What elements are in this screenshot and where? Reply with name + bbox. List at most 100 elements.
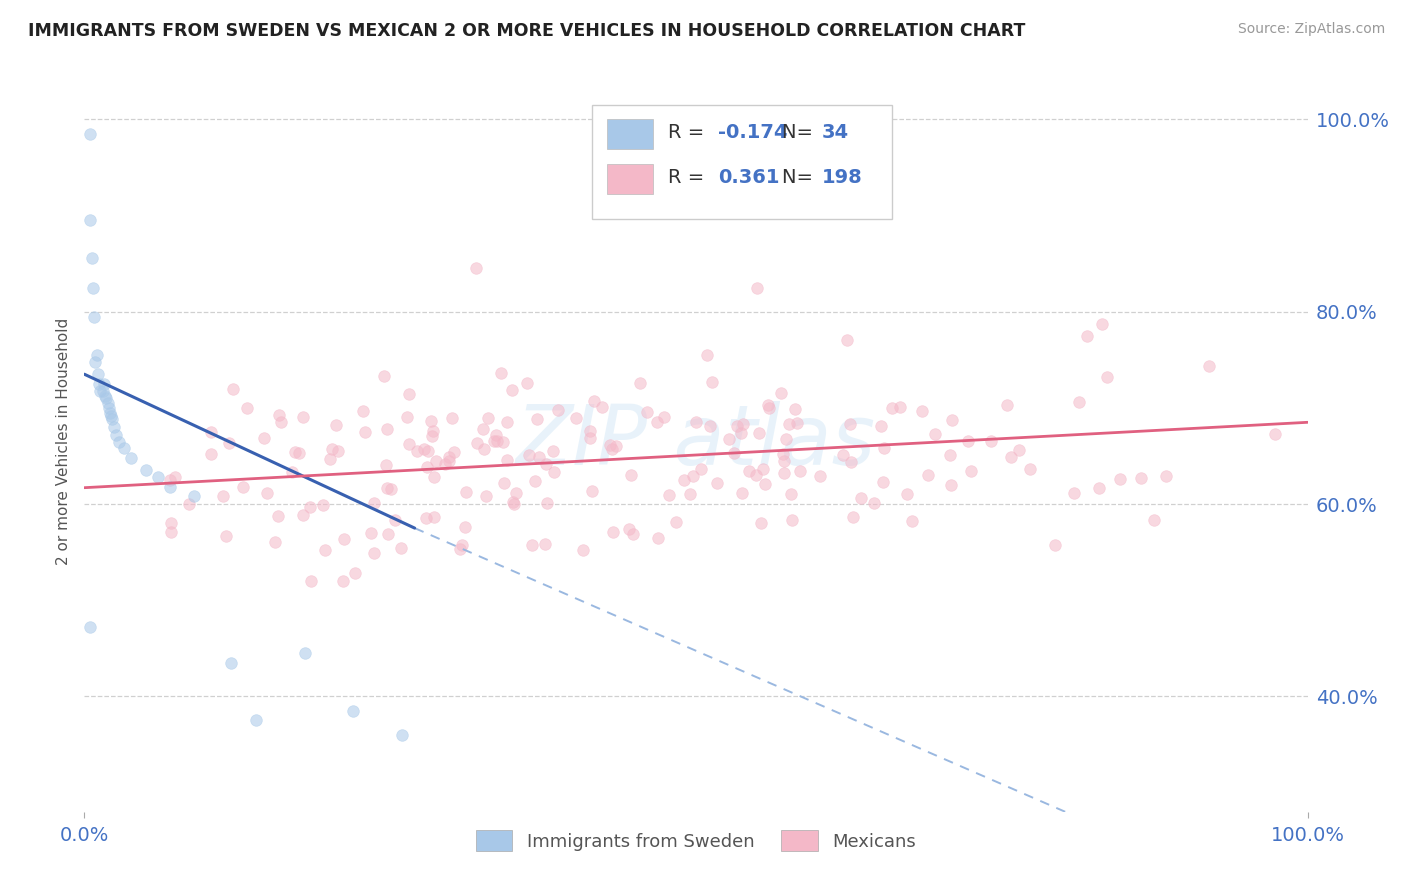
Point (536, 496, 558, 510)
Point (183, 489, 205, 503)
Point (517, 448, 540, 462)
Point (851, 491, 873, 506)
Point (363, 495, 385, 509)
Point (889, 401, 911, 415)
Point (873, 441, 896, 455)
Point (534, 537, 557, 551)
Point (502, 495, 524, 509)
Point (1019, 461, 1042, 475)
Point (235, 401, 257, 416)
Point (375, 422, 398, 436)
Point (520, 538, 543, 552)
Point (1063, 486, 1085, 500)
Text: 0.361: 0.361 (718, 168, 779, 186)
Point (572, 543, 595, 558)
Point (342, 704, 364, 718)
Point (664, 516, 686, 530)
Point (924, 426, 946, 441)
Point (780, 513, 803, 527)
Point (475, 489, 498, 503)
Point (200, 447, 222, 461)
Point (938, 449, 960, 463)
Point (579, 425, 602, 439)
Point (87, 376, 110, 391)
Point (344, 566, 367, 581)
Point (79, 213, 101, 227)
Point (79, 127, 101, 141)
Point (699, 418, 721, 433)
Point (516, 376, 538, 390)
Point (880, 401, 903, 415)
Point (425, 453, 447, 467)
Point (941, 413, 963, 427)
Point (253, 432, 276, 446)
Point (299, 574, 322, 588)
Text: N=: N= (782, 123, 818, 143)
Point (91, 384, 114, 398)
Point (291, 409, 314, 424)
Point (360, 526, 382, 541)
Point (245, 714, 267, 728)
Text: -0.174: -0.174 (718, 123, 787, 143)
Point (415, 511, 437, 525)
Point (748, 425, 770, 440)
Point (292, 508, 315, 522)
Point (160, 525, 183, 540)
Point (105, 427, 128, 442)
Point (754, 476, 776, 491)
Point (718, 432, 741, 446)
Point (232, 479, 254, 493)
Point (591, 401, 613, 415)
Point (87, 368, 110, 382)
FancyBboxPatch shape (592, 104, 891, 219)
Point (84, 355, 107, 369)
Point (97, 396, 120, 410)
Point (103, 420, 125, 434)
Text: 198: 198 (823, 168, 863, 186)
Point (101, 412, 124, 426)
Point (321, 442, 343, 456)
Point (107, 434, 129, 449)
Point (326, 444, 349, 458)
Point (543, 466, 565, 480)
Point (363, 546, 385, 560)
Point (917, 468, 939, 483)
Point (647, 415, 669, 429)
Point (1000, 450, 1022, 464)
Point (294, 646, 316, 660)
Point (396, 409, 419, 424)
Point (267, 409, 290, 423)
Point (536, 458, 558, 472)
Point (541, 444, 564, 458)
Point (1154, 469, 1177, 483)
Point (471, 422, 494, 436)
Point (418, 443, 440, 458)
Point (1067, 395, 1090, 409)
Point (960, 464, 983, 478)
Point (439, 450, 461, 464)
Point (177, 497, 200, 511)
Point (299, 500, 322, 515)
Point (146, 470, 169, 484)
Point (628, 376, 651, 391)
Point (384, 513, 406, 527)
Point (79, 620, 101, 634)
Point (863, 496, 886, 510)
Point (264, 535, 287, 549)
Point (489, 366, 512, 380)
Point (270, 415, 292, 429)
Point (464, 261, 486, 276)
Point (288, 446, 311, 460)
Point (441, 411, 464, 425)
Point (1264, 427, 1286, 442)
Point (423, 510, 446, 524)
Point (332, 574, 354, 588)
Point (602, 524, 624, 539)
Point (398, 387, 420, 401)
Point (751, 461, 773, 475)
Point (218, 435, 240, 450)
Point (200, 425, 222, 439)
Point (636, 405, 658, 419)
Point (219, 656, 242, 670)
Y-axis label: 2 or more Vehicles in Household: 2 or more Vehicles in Household (56, 318, 72, 566)
